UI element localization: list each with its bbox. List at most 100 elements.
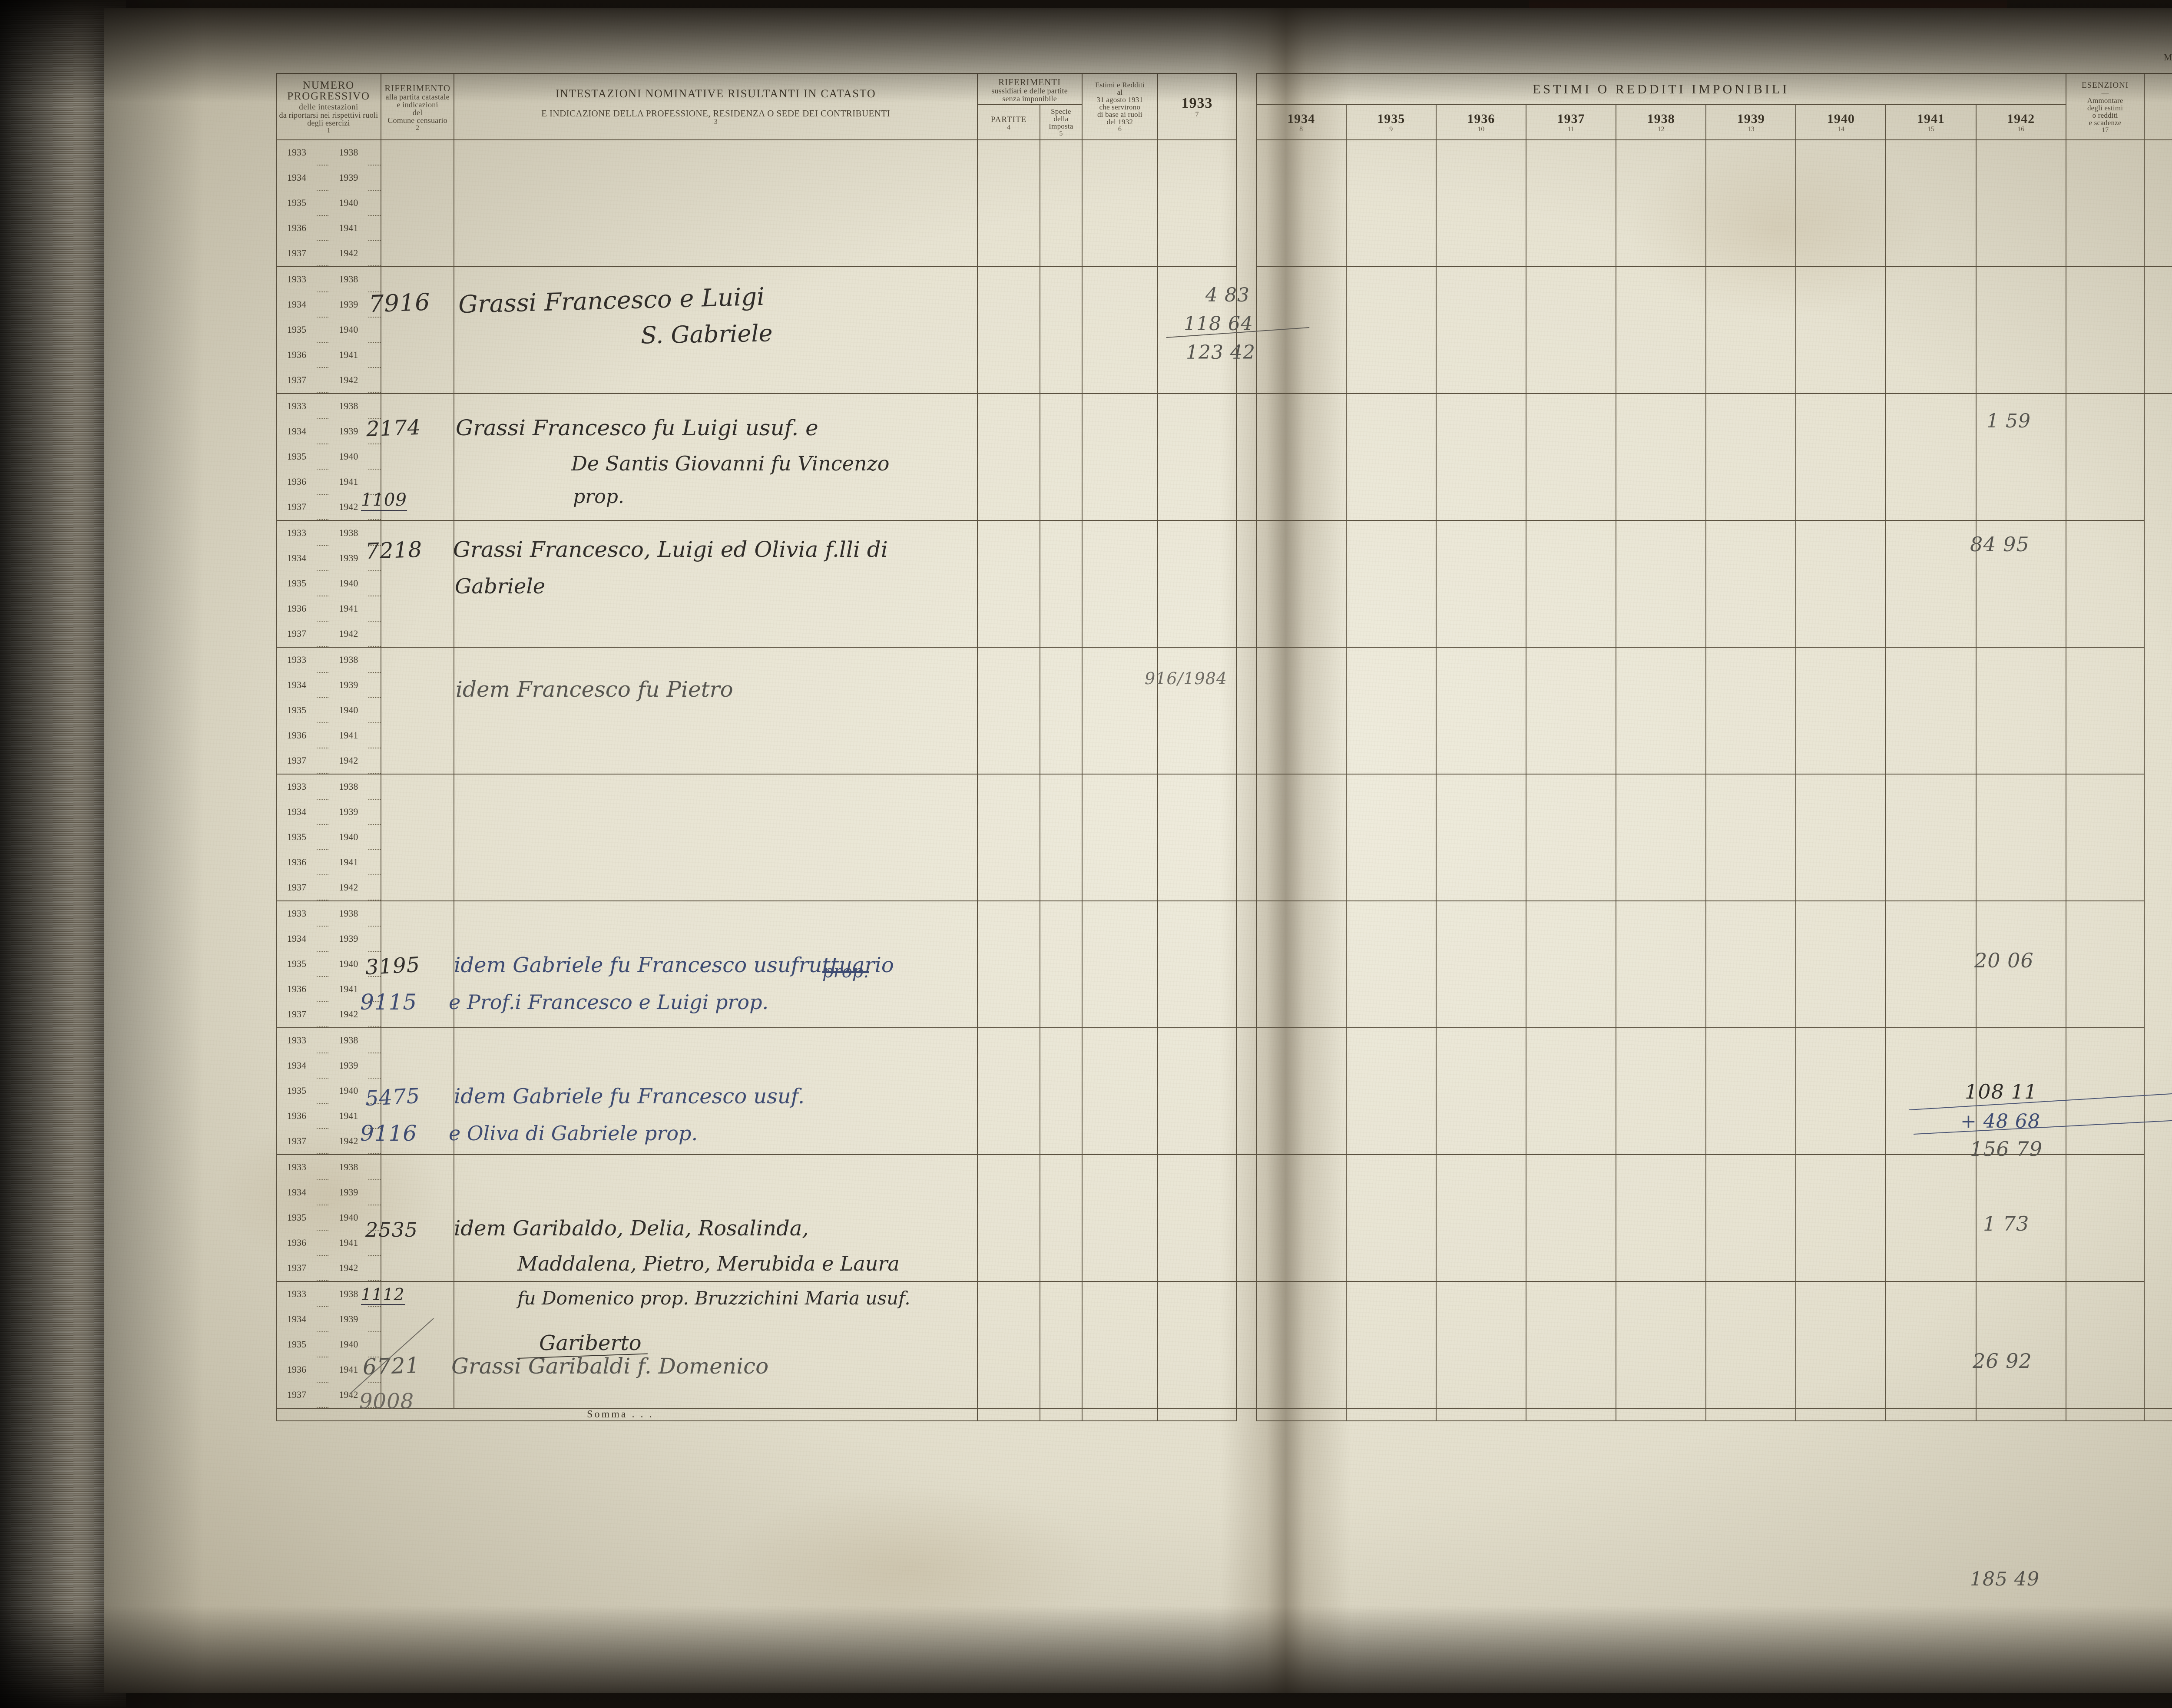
cell-1939[interactable] [1616, 1028, 1706, 1155]
cell-specie[interactable] [1040, 520, 1082, 647]
cell-1933[interactable] [1158, 520, 1236, 647]
cell-annotazioni[interactable] [2144, 140, 2172, 267]
cell-1941[interactable] [1886, 140, 1976, 267]
cell-1941[interactable] [1796, 520, 1886, 647]
cell-1933[interactable] [1158, 774, 1236, 901]
cell-specie[interactable] [1040, 140, 1082, 267]
table-row[interactable]: 1933 1938 1934 1939 1935 1940 1936 1941 1937… [276, 774, 2172, 901]
cell-1935[interactable] [1346, 140, 1436, 267]
cell-1933[interactable] [1158, 901, 1236, 1028]
cell-estimi-1931[interactable] [1082, 901, 1158, 1028]
cell-esenzioni[interactable] [1976, 647, 2066, 774]
cell-1935[interactable] [1256, 901, 1346, 1028]
cell-1934[interactable] [1236, 901, 1256, 1028]
cell-specie[interactable] [1040, 267, 1082, 394]
cell-1934[interactable] [1236, 394, 1256, 520]
cell-1933[interactable] [1158, 267, 1236, 394]
cell-partite[interactable] [977, 1155, 1040, 1281]
cell-intestazioni[interactable] [454, 520, 977, 647]
cell-1941[interactable] [1796, 1281, 1886, 1408]
cell-1936[interactable] [1346, 901, 1436, 1028]
cell-riferimento[interactable] [381, 901, 454, 1028]
cell-1935[interactable] [1256, 647, 1346, 774]
cell-riferimento[interactable] [381, 140, 454, 267]
cell-riferimento[interactable] [381, 647, 454, 774]
cell-1936[interactable] [1346, 1028, 1436, 1155]
table-row[interactable]: 1933 1938 1934 1939 1935 1940 1936 1941 1937… [276, 1281, 2172, 1408]
cell-estimi-1931[interactable] [1082, 1155, 1158, 1281]
cell-1934[interactable] [1236, 1155, 1256, 1281]
cell-esenzioni[interactable] [1976, 394, 2066, 520]
cell-1935[interactable] [1256, 394, 1346, 520]
cell-partite[interactable] [977, 1028, 1040, 1155]
cell-1942[interactable] [1886, 394, 1976, 520]
cell-intestazioni[interactable] [454, 774, 977, 901]
somma-1936[interactable] [1436, 1408, 1526, 1421]
cell-1937[interactable] [1436, 1281, 1526, 1408]
cell-1939[interactable] [1706, 140, 1796, 267]
cell-1937[interactable] [1436, 647, 1526, 774]
cell-1938[interactable] [1526, 1155, 1616, 1281]
cell-riferimento[interactable] [381, 1155, 454, 1281]
cell-1939[interactable] [1616, 647, 1706, 774]
cell-partite[interactable] [977, 647, 1040, 774]
somma-partite[interactable] [977, 1408, 1040, 1421]
cell-1934[interactable] [1256, 267, 1346, 394]
cell-1940[interactable] [1706, 1155, 1796, 1281]
cell-annotazioni[interactable] [2066, 520, 2145, 647]
cell-1938[interactable] [1526, 394, 1616, 520]
cell-annotazioni[interactable] [2066, 1155, 2145, 1281]
cell-intestazioni[interactable] [454, 394, 977, 520]
somma-estimi-1931[interactable] [1082, 1408, 1158, 1421]
cell-1941[interactable] [1796, 647, 1886, 774]
cell-1938[interactable] [1526, 1281, 1616, 1408]
cell-1937[interactable] [1436, 774, 1526, 901]
cell-esenzioni[interactable] [1976, 901, 2066, 1028]
cell-annotazioni[interactable] [2066, 1028, 2145, 1155]
cell-estimi-1931[interactable] [1082, 394, 1158, 520]
cell-partite[interactable] [977, 394, 1040, 520]
cell-specie[interactable] [1040, 647, 1082, 774]
cell-1934[interactable] [1256, 140, 1346, 267]
cell-1934[interactable] [1236, 774, 1256, 901]
cell-annotazioni[interactable] [2066, 394, 2145, 520]
somma-1941[interactable] [1886, 1408, 1976, 1421]
cell-annotazioni[interactable] [2066, 647, 2145, 774]
somma-1938[interactable] [1616, 1408, 1706, 1421]
cell-1937[interactable] [1526, 140, 1616, 267]
cell-1933[interactable] [1158, 394, 1236, 520]
cell-1935[interactable] [1256, 520, 1346, 647]
cell-intestazioni[interactable] [454, 1028, 977, 1155]
somma-1935[interactable] [1346, 1408, 1436, 1421]
table-row[interactable]: 1933 1938 1934 1939 1935 1940 1936 1941 1937… [276, 647, 2172, 774]
table-row[interactable]: 1933 1938 1934 1939 1935 1940 1936 1941 1937… [276, 140, 2172, 267]
cell-1942[interactable] [1886, 774, 1976, 901]
cell-1941[interactable] [1796, 1028, 1886, 1155]
cell-1937[interactable] [1436, 394, 1526, 520]
cell-1937[interactable] [1436, 1155, 1526, 1281]
cell-1938[interactable] [1526, 1028, 1616, 1155]
cell-partite[interactable] [977, 774, 1040, 901]
table-row[interactable]: 1933 1938 1934 1939 1935 1940 1936 1941 1937… [276, 1028, 2172, 1155]
cell-esenzioni[interactable] [1976, 1155, 2066, 1281]
cell-annotazioni[interactable] [2066, 901, 2145, 1028]
cell-estimi-1931[interactable] [1082, 1281, 1158, 1408]
table-row[interactable]: 1933 1938 1934 1939 1935 1940 1936 1941 1937… [276, 267, 2172, 394]
cell-1942[interactable] [1886, 520, 1976, 647]
cell-intestazioni[interactable] [454, 1281, 977, 1408]
cell-1934[interactable] [1236, 1028, 1256, 1155]
cell-esenzioni[interactable] [1976, 1028, 2066, 1155]
cell-1935[interactable] [1256, 1155, 1346, 1281]
cell-riferimento[interactable] [381, 520, 454, 647]
cell-1937[interactable] [1526, 267, 1616, 394]
cell-1941[interactable] [1796, 901, 1886, 1028]
cell-1936[interactable] [1346, 1281, 1436, 1408]
cell-1939[interactable] [1616, 1155, 1706, 1281]
cell-1939[interactable] [1706, 267, 1796, 394]
cell-specie[interactable] [1040, 1281, 1082, 1408]
table-row[interactable]: 1933 1938 1934 1939 1935 1940 1936 1941 1937… [276, 394, 2172, 520]
cell-partite[interactable] [977, 901, 1040, 1028]
cell-riferimento[interactable] [381, 774, 454, 901]
cell-1937[interactable] [1436, 520, 1526, 647]
cell-estimi-1931[interactable] [1082, 140, 1158, 267]
